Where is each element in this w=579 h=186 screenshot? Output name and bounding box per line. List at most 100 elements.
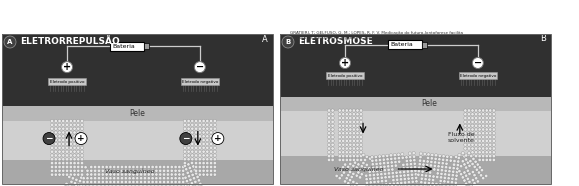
Circle shape <box>414 169 417 172</box>
Circle shape <box>345 136 349 139</box>
Circle shape <box>206 173 209 176</box>
Circle shape <box>390 161 393 164</box>
Circle shape <box>84 166 87 169</box>
Circle shape <box>395 171 398 174</box>
Circle shape <box>482 128 485 131</box>
Circle shape <box>398 167 402 170</box>
Circle shape <box>69 161 72 165</box>
Circle shape <box>202 127 205 130</box>
Circle shape <box>202 173 205 176</box>
Circle shape <box>140 184 142 186</box>
Circle shape <box>439 183 442 186</box>
Circle shape <box>398 160 401 163</box>
Circle shape <box>401 153 404 156</box>
Circle shape <box>492 139 496 142</box>
Circle shape <box>352 172 355 175</box>
Circle shape <box>166 177 170 180</box>
Circle shape <box>426 160 429 163</box>
Circle shape <box>430 160 433 163</box>
Circle shape <box>350 183 353 186</box>
Text: Vaso sanguíneo: Vaso sanguíneo <box>334 167 384 172</box>
Circle shape <box>435 182 438 186</box>
Circle shape <box>206 165 209 169</box>
Circle shape <box>463 163 466 166</box>
Circle shape <box>471 128 474 131</box>
Circle shape <box>372 166 375 169</box>
Circle shape <box>69 158 72 161</box>
Circle shape <box>464 116 467 120</box>
Circle shape <box>198 131 201 134</box>
Circle shape <box>349 113 352 116</box>
Circle shape <box>356 158 359 161</box>
Circle shape <box>202 139 205 142</box>
Circle shape <box>86 173 89 176</box>
Circle shape <box>54 127 57 130</box>
Circle shape <box>482 113 485 116</box>
Circle shape <box>406 174 410 177</box>
Circle shape <box>448 166 452 169</box>
Circle shape <box>170 177 173 180</box>
Text: Eletrodo negativo: Eletrodo negativo <box>460 74 496 78</box>
Text: −: − <box>45 134 53 143</box>
Circle shape <box>331 116 334 120</box>
Circle shape <box>186 183 190 186</box>
Circle shape <box>69 139 72 142</box>
Circle shape <box>379 162 382 165</box>
Circle shape <box>482 124 485 127</box>
Circle shape <box>328 158 331 161</box>
Circle shape <box>394 161 397 164</box>
Circle shape <box>464 182 468 185</box>
Circle shape <box>65 165 69 169</box>
Circle shape <box>433 164 437 168</box>
Circle shape <box>360 155 362 158</box>
Circle shape <box>360 116 362 120</box>
Circle shape <box>105 180 108 184</box>
Circle shape <box>397 153 400 156</box>
Circle shape <box>467 109 471 112</box>
Circle shape <box>189 178 192 181</box>
Circle shape <box>463 171 466 174</box>
Circle shape <box>464 113 467 116</box>
Text: B: B <box>285 39 291 45</box>
Circle shape <box>147 165 151 169</box>
Circle shape <box>386 158 389 161</box>
Circle shape <box>492 147 496 150</box>
Circle shape <box>210 146 212 149</box>
Circle shape <box>352 180 355 184</box>
Circle shape <box>384 183 388 186</box>
Circle shape <box>479 174 483 177</box>
Circle shape <box>190 158 194 161</box>
Circle shape <box>345 155 349 158</box>
Circle shape <box>397 157 401 160</box>
Circle shape <box>202 123 205 126</box>
Circle shape <box>65 169 69 172</box>
Circle shape <box>356 132 359 135</box>
Circle shape <box>202 135 205 138</box>
Circle shape <box>187 154 190 157</box>
Circle shape <box>358 168 362 171</box>
Circle shape <box>345 116 349 120</box>
Circle shape <box>366 185 369 186</box>
Circle shape <box>338 124 341 127</box>
Circle shape <box>353 136 356 139</box>
Circle shape <box>474 113 478 116</box>
Circle shape <box>478 139 481 142</box>
Circle shape <box>438 158 441 161</box>
FancyBboxPatch shape <box>388 40 422 49</box>
Circle shape <box>331 124 334 127</box>
Circle shape <box>78 179 82 183</box>
Circle shape <box>328 132 331 135</box>
Circle shape <box>187 150 190 153</box>
Circle shape <box>409 163 413 166</box>
Circle shape <box>198 142 201 146</box>
Circle shape <box>198 150 201 153</box>
Circle shape <box>360 165 364 168</box>
Circle shape <box>166 173 170 176</box>
Circle shape <box>90 173 93 176</box>
Circle shape <box>80 135 83 138</box>
Circle shape <box>463 179 466 182</box>
Circle shape <box>128 169 131 172</box>
Circle shape <box>80 139 83 142</box>
Circle shape <box>65 150 69 153</box>
Text: Bateria: Bateria <box>112 44 135 49</box>
